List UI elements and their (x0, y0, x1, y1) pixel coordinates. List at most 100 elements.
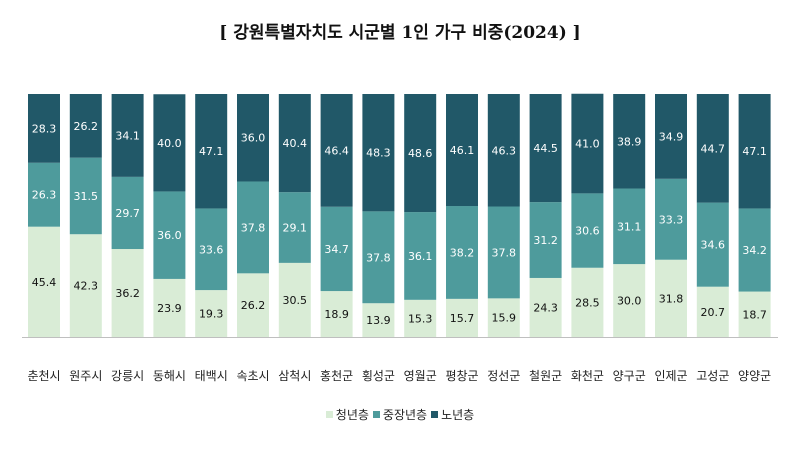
data-label-elderly: 46.3 (492, 144, 517, 157)
data-label-elderly: 46.1 (450, 144, 475, 157)
bar-segment-middle-age (446, 206, 478, 299)
data-label-elderly: 28.3 (32, 122, 57, 135)
bar-segment-elderly (237, 94, 269, 182)
bar-segment-youth (404, 299, 437, 337)
bar-segment-elderly (28, 94, 60, 163)
bar-segment-youth (237, 273, 269, 337)
legend-label: 노년층 (441, 408, 475, 422)
bar-segment-elderly (69, 94, 102, 158)
legend-item-elderly: 노년층 (431, 406, 474, 423)
x-tick-label: 춘천시 (27, 368, 60, 383)
bar-segment-youth (696, 286, 729, 337)
legend-item-youth: 청년층 (325, 406, 369, 423)
x-tick-label: 영월군 (404, 369, 437, 383)
bar-segment-middle-age (738, 208, 771, 292)
bar-segment-youth (195, 290, 228, 337)
data-label-elderly: 26.2 (74, 120, 99, 133)
bar-segment-middle-age (362, 211, 395, 304)
bar-segment-youth (571, 267, 604, 338)
bar-segment-elderly (362, 94, 395, 212)
bar-segment-elderly (195, 94, 228, 209)
x-tick-label: 고성군 (696, 369, 729, 383)
data-label-elderly: 48.6 (408, 147, 433, 160)
data-label-elderly: 41.0 (575, 138, 600, 151)
data-label-middle-age: 31.1 (617, 220, 642, 233)
data-label-elderly: 34.1 (115, 129, 140, 142)
data-label-middle-age: 33.3 (659, 213, 684, 226)
x-tick-label: 원주시 (69, 369, 102, 383)
data-label-youth: 18.7 (742, 308, 767, 321)
bar-segment-middle-age (237, 181, 269, 274)
bar-segment-youth (362, 303, 395, 337)
data-label-middle-age: 36.1 (408, 250, 433, 263)
legend-swatch (431, 411, 439, 418)
bar-segment-middle-age (571, 193, 604, 268)
bar-segment-elderly (571, 93, 604, 194)
data-label-elderly: 44.5 (533, 142, 558, 155)
data-label-middle-age: 34.7 (324, 243, 349, 256)
data-label-youth: 30.5 (283, 294, 308, 307)
data-label-youth: 15.9 (492, 312, 517, 325)
data-label-youth: 20.7 (701, 306, 726, 319)
x-tick-label: 태백시 (195, 369, 228, 383)
data-label-elderly: 38.9 (617, 135, 642, 148)
data-label-middle-age: 37.8 (492, 246, 517, 259)
legend-swatch (372, 411, 380, 418)
chart-legend: 청년층 중장년층 노년층 (0, 406, 800, 423)
bar-segment-middle-age (529, 202, 562, 278)
bar-segment-middle-age (195, 208, 228, 291)
x-tick-label: 삼척시 (278, 369, 311, 383)
bar-segment-elderly (446, 94, 478, 207)
bar-segment-middle-age (404, 212, 437, 300)
legend-item-middle-age: 중장년층 (372, 406, 428, 423)
data-label-elderly: 36.0 (241, 132, 266, 145)
x-tick-label: 속초시 (236, 369, 269, 383)
legend-label: 중장년층 (382, 408, 428, 422)
data-label-middle-age: 34.6 (701, 239, 726, 252)
data-label-youth: 24.3 (533, 301, 558, 314)
data-label-youth: 42.3 (74, 280, 99, 293)
bar-segment-middle-age (613, 188, 646, 265)
data-label-youth: 31.8 (659, 292, 684, 305)
bar-segment-elderly (487, 94, 520, 207)
data-label-youth: 19.3 (199, 308, 224, 321)
x-tick-label: 양양군 (738, 369, 771, 383)
bar-segment-youth (111, 249, 144, 337)
bar-segment-youth (613, 264, 646, 337)
bar-segment-elderly (278, 94, 311, 193)
bar-segment-youth (278, 262, 311, 337)
chart-title: [ 강원특별자치도 시군별 1인 가구 비중(2024) ] (219, 23, 581, 43)
data-label-youth: 15.3 (408, 312, 433, 325)
data-label-youth: 23.9 (157, 302, 182, 315)
data-label-middle-age: 29.1 (283, 222, 308, 235)
legend-label: 청년층 (335, 408, 369, 422)
bar-segment-elderly (696, 94, 729, 203)
x-tick-label: 화천군 (571, 368, 604, 383)
x-tick-label: 동해시 (153, 369, 186, 383)
data-label-elderly: 34.9 (659, 130, 684, 143)
data-label-middle-age: 31.5 (74, 190, 99, 203)
bar-segment-middle-age (278, 192, 311, 263)
data-label-middle-age: 36.0 (157, 229, 182, 242)
x-tick-label: 횡성군 (362, 369, 395, 383)
data-label-middle-age: 26.3 (32, 189, 57, 202)
data-label-youth: 15.7 (450, 312, 475, 325)
data-label-elderly: 48.3 (366, 147, 391, 160)
bar-segment-youth (446, 298, 478, 337)
bar-segment-youth (529, 277, 562, 337)
x-tick-label: 정선군 (487, 369, 520, 383)
bar-segment-middle-age (153, 191, 186, 279)
bar-segment-middle-age (69, 157, 102, 235)
bars-group: 45.4 26.3 28.3 42.3 31.5 26.2 36.2 29.7 34.1 23.9… (28, 93, 771, 338)
bar-segment-youth (69, 234, 102, 337)
bar-segment-middle-age (487, 206, 520, 299)
data-label-middle-age: 38.2 (450, 246, 475, 259)
data-label-youth: 36.2 (115, 287, 140, 300)
x-tick-label: 홍천군 (320, 368, 353, 383)
bar-segment-middle-age (655, 178, 687, 260)
data-label-youth: 18.9 (324, 308, 349, 321)
bar-segment-youth (738, 291, 771, 337)
data-label-middle-age: 33.6 (199, 243, 224, 256)
bar-segment-youth (153, 278, 186, 337)
